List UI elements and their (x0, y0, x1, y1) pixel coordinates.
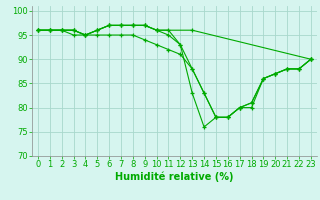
X-axis label: Humidité relative (%): Humidité relative (%) (115, 172, 234, 182)
